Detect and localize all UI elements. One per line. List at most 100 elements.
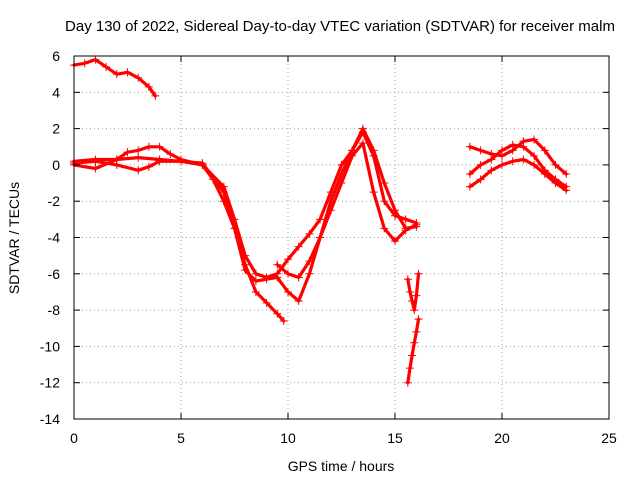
data-point — [337, 179, 346, 188]
data-point — [487, 155, 496, 164]
series-arc-3 — [70, 128, 421, 282]
data-point — [508, 140, 517, 149]
data-point — [519, 155, 528, 164]
series-line — [72, 156, 286, 323]
y-tick-label: -4 — [48, 230, 61, 246]
data-point — [348, 151, 357, 160]
y-tick-label: 6 — [52, 48, 60, 64]
y-tick-label: 4 — [52, 84, 60, 100]
data-point — [551, 160, 560, 169]
data-point — [80, 59, 89, 68]
data-point — [519, 142, 528, 151]
data-point — [316, 215, 325, 224]
series-line — [72, 58, 157, 98]
series-line — [275, 141, 418, 279]
data-point — [410, 306, 419, 315]
data-point — [380, 224, 389, 233]
data-point — [410, 338, 419, 347]
series-arc-2 — [70, 153, 288, 325]
data-point — [465, 182, 474, 191]
data-point — [294, 297, 303, 306]
data-point — [476, 146, 485, 155]
data-point — [305, 229, 314, 238]
data-point — [144, 142, 153, 151]
y-tick-label: -14 — [40, 411, 60, 427]
data-point — [487, 166, 496, 175]
data-point — [562, 169, 571, 178]
data-point — [279, 316, 288, 325]
data-point — [102, 62, 111, 71]
y-tick-label: 0 — [52, 157, 60, 173]
data-point — [401, 215, 410, 224]
y-axis-label: SDTVAR / TECUs — [6, 182, 22, 294]
data-point — [414, 315, 423, 324]
y-tick-label: -6 — [48, 266, 61, 282]
data-point — [123, 68, 132, 77]
data-point — [155, 142, 164, 151]
data-point — [405, 287, 414, 296]
data-point — [408, 351, 417, 360]
y-tick-label: 2 — [52, 121, 60, 137]
data-point — [476, 175, 485, 184]
data-point — [465, 142, 474, 151]
data-point — [251, 269, 260, 278]
data-point — [401, 226, 410, 235]
series-arc-1 — [70, 55, 160, 100]
data-point — [380, 179, 389, 188]
y-tick-label: -2 — [48, 193, 61, 209]
data-point — [112, 160, 121, 169]
data-point — [134, 166, 143, 175]
data-point — [262, 298, 271, 307]
data-point — [112, 70, 121, 79]
data-point — [530, 135, 539, 144]
data-point — [540, 146, 549, 155]
x-tick-label: 25 — [601, 430, 617, 446]
x-tick-label: 15 — [387, 430, 403, 446]
series-arc-4 — [70, 124, 421, 306]
data-point — [91, 157, 100, 166]
data-point — [530, 151, 539, 160]
data-point — [476, 160, 485, 169]
data-point — [380, 197, 389, 206]
data-point — [219, 188, 228, 197]
data-point — [155, 157, 164, 166]
data-point — [251, 287, 260, 296]
data-point — [273, 273, 282, 282]
data-point — [241, 266, 250, 275]
y-tick-label: -10 — [40, 338, 60, 354]
data-point — [408, 297, 417, 306]
plot-frame — [73, 55, 610, 420]
data-point — [391, 206, 399, 215]
data-point — [91, 55, 100, 64]
y-tick-label: -12 — [40, 375, 60, 391]
series-arc-10 — [465, 155, 571, 195]
data-point — [123, 148, 132, 157]
data-point — [498, 160, 506, 169]
data-point — [412, 327, 421, 336]
series-arc-8 — [465, 135, 571, 178]
data-point — [498, 146, 506, 155]
x-tick-label: 20 — [494, 430, 510, 446]
data-point — [391, 237, 399, 246]
data-point — [134, 153, 143, 162]
y-tick-label: -8 — [48, 302, 61, 318]
data-point — [530, 160, 539, 169]
grid-layer — [74, 56, 609, 419]
data-point — [465, 169, 474, 178]
data-point — [326, 206, 335, 215]
x-tick-label: 5 — [177, 430, 185, 446]
data-point — [134, 73, 143, 82]
chart-title: Day 130 of 2022, Sidereal Day-to-day VTE… — [65, 18, 615, 35]
data-point — [284, 269, 292, 278]
data-point — [305, 269, 314, 278]
data-point — [273, 260, 282, 269]
data-point — [273, 309, 282, 318]
data-point — [508, 157, 517, 166]
data-point — [294, 273, 303, 282]
data-point — [316, 233, 325, 242]
data-point — [294, 242, 303, 251]
data-point — [284, 255, 292, 264]
